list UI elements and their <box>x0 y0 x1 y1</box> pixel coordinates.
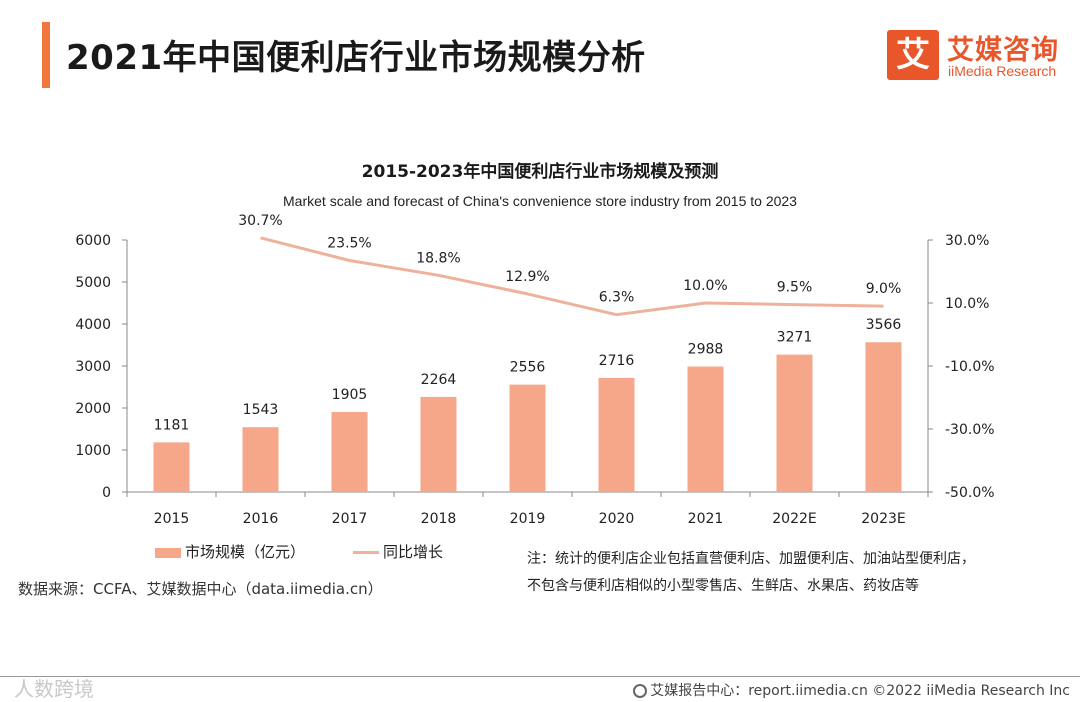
legend-label-growth: 同比增长 <box>383 543 444 561</box>
legend-line-swatch <box>353 551 379 554</box>
growth-value-label: 10.0% <box>683 278 727 294</box>
globe-icon <box>633 684 648 698</box>
bar-value-label: 3271 <box>777 330 813 346</box>
x-tick-label: 2018 <box>421 511 457 527</box>
x-tick-label: 2022E <box>772 511 816 527</box>
x-tick-label: 2015 <box>154 511 190 527</box>
x-tick-label: 2019 <box>510 511 546 527</box>
chart-note: 注：统计的便利店企业包括直营便利店、加盟便利店、加油站型便利店， 不包含与便利店… <box>527 546 975 600</box>
legend-bar-swatch <box>155 547 181 558</box>
y-right-tick-label: -10.0% <box>945 359 995 375</box>
bar-value-label: 2264 <box>421 372 457 388</box>
bar-value-label: 1543 <box>243 402 279 418</box>
bar-value-label: 3566 <box>866 317 902 333</box>
chart-subtitle: Market scale and forecast of China's con… <box>283 193 797 209</box>
growth-value-label: 18.8% <box>416 250 460 266</box>
legend-item-market-scale: 市场规模（亿元） <box>155 541 305 562</box>
bar-value-label: 2988 <box>688 342 724 358</box>
legend-label-market-scale: 市场规模（亿元） <box>185 543 306 561</box>
y-right-tick-label: 30.0% <box>945 233 989 249</box>
y-right-tick-label: -50.0% <box>945 485 995 501</box>
bar-value-label: 2556 <box>510 360 546 376</box>
legend-item-growth: 同比增长 <box>353 541 443 562</box>
bar <box>420 396 457 492</box>
market-scale-chart: 2015-2023年中国便利店行业市场规模及预测 Market scale an… <box>75 161 995 527</box>
bar <box>153 442 190 492</box>
x-tick-label: 2020 <box>599 511 635 527</box>
footer-text: 艾媒报告中心：report.iimedia.cn ©2022 iiMedia R… <box>650 683 1070 699</box>
y-left-tick-label: 5000 <box>75 275 111 291</box>
y-left-tick-label: 0 <box>102 485 111 501</box>
x-tick-label: 2023E <box>861 511 905 527</box>
y-right-tick-label: 10.0% <box>945 296 989 312</box>
bar <box>687 366 724 492</box>
data-source: 数据来源：CCFA、艾媒数据中心（data.iimedia.cn） <box>18 580 383 598</box>
growth-value-label: 9.5% <box>777 280 813 296</box>
y-left-tick-label: 2000 <box>75 401 111 417</box>
growth-value-label: 12.9% <box>505 269 549 285</box>
brand-logo: 艾 艾媒咨询 iiMedia Research <box>887 30 1067 82</box>
logo-text-en: iiMedia Research <box>948 63 1057 79</box>
bar-value-label: 1905 <box>332 387 368 403</box>
bar-value-label: 2716 <box>599 353 635 369</box>
growth-line <box>260 236 884 317</box>
chart-title: 2015-2023年中国便利店行业市场规模及预测 <box>362 161 719 182</box>
note-line-2: 不包含与便利店相似的小型零售店、生鲜店、水果店、药妆店等 <box>527 578 919 594</box>
footer: 艾媒报告中心：report.iimedia.cn ©2022 iiMedia R… <box>633 680 1070 700</box>
watermark: 人数跨境 <box>14 677 94 701</box>
y-left-tick-label: 1000 <box>75 443 111 459</box>
bar <box>509 384 546 492</box>
growth-value-label: 6.3% <box>599 290 635 306</box>
growth-value-label: 30.7% <box>238 213 282 229</box>
x-tick-label: 2017 <box>332 511 368 527</box>
note-line-1: 注：统计的便利店企业包括直营便利店、加盟便利店、加油站型便利店， <box>527 551 975 567</box>
growth-value-label: 23.5% <box>327 235 371 251</box>
logo-mark: 艾 <box>887 30 939 80</box>
footer-divider <box>0 676 1080 677</box>
bar-value-label: 1181 <box>154 417 190 433</box>
y-left-tick-label: 3000 <box>75 359 111 375</box>
bar <box>865 342 902 492</box>
y-left-tick-label: 4000 <box>75 317 111 333</box>
x-tick-label: 2016 <box>243 511 279 527</box>
y-left-tick-label: 6000 <box>75 233 111 249</box>
title-accent-bar <box>42 22 50 88</box>
bar <box>242 427 279 492</box>
y-right-tick-label: -30.0% <box>945 422 995 438</box>
page-title: 2021年中国便利店行业市场规模分析 <box>66 38 646 78</box>
growth-value-label: 9.0% <box>866 281 902 297</box>
x-tick-label: 2021 <box>688 511 724 527</box>
logo-text-cn: 艾媒咨询 <box>947 35 1059 66</box>
bar <box>331 411 368 492</box>
bar <box>776 354 813 492</box>
bar <box>598 377 635 492</box>
